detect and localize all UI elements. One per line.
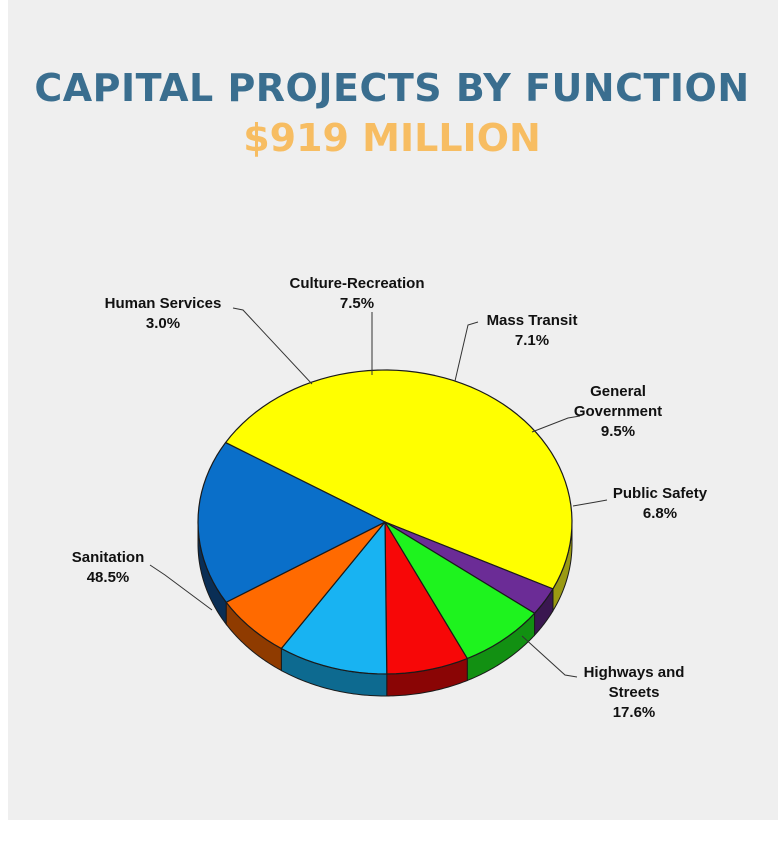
slice-sanitation [224,369,573,590]
slice-value-highways-and-streets: 17.6% [613,704,656,721]
slice-general-government [280,521,388,675]
leader-line-general-government [531,415,581,433]
leader-line-human-services [232,307,313,385]
slice-name-highways-and-streets: Streets [609,684,660,701]
slice-value-public-safety: 6.8% [643,505,677,522]
slice-value-mass-transit: 7.1% [515,332,549,349]
slice-name-general-government: General [590,383,646,400]
slice-label-general-government: General Government 9.5% [574,383,662,440]
leader-line-highways-and-streets [521,635,578,678]
slice-name-mass-transit: Mass Transit [487,312,578,329]
slice-name-general-government: Government [574,403,662,420]
chart-title: CAPITAL PROJECTS BY FUNCTION [34,66,750,110]
slice-value-sanitation: 48.5% [87,569,130,586]
slice-label-highways-and-streets: Highways and Streets 17.6% [584,664,685,721]
slice-label-culture-recreation: Culture-Recreation 7.5% [289,275,424,312]
slice-mass-transit [384,521,468,675]
slice-culture-recreation [384,521,536,660]
chart-subtitle: $919 MILLION [243,116,541,160]
leader-lines [149,307,608,678]
slice-label-human-services: Human Services 3.0% [105,295,222,332]
slice-value-human-services: 3.0% [146,315,180,332]
slice-label-public-safety: Public Safety 6.8% [613,485,708,522]
slice-name-sanitation: Sanitation [72,549,145,566]
slice-name-human-services: Human Services [105,295,222,312]
leader-line-sanitation [149,564,213,611]
slice-label-sanitation: Sanitation 48.5% [72,549,145,586]
slice-public-safety [225,521,386,650]
pie-slices [197,369,573,675]
slice-name-highways-and-streets: Highways and [584,664,685,681]
slice-human-services [384,521,554,614]
slice-name-culture-recreation: Culture-Recreation [289,275,424,292]
leader-line-public-safety [572,499,608,507]
slice-labels: Sanitation 48.5% Human Services 3.0% Culture… [72,275,708,721]
slice-value-culture-recreation: 7.5% [340,295,374,312]
slice-highways-and-streets [197,441,386,603]
slice-value-general-government: 9.5% [601,423,635,440]
slice-name-public-safety: Public Safety [613,485,708,502]
leader-line-mass-transit [454,321,479,382]
slice-label-mass-transit: Mass Transit 7.1% [487,312,578,349]
